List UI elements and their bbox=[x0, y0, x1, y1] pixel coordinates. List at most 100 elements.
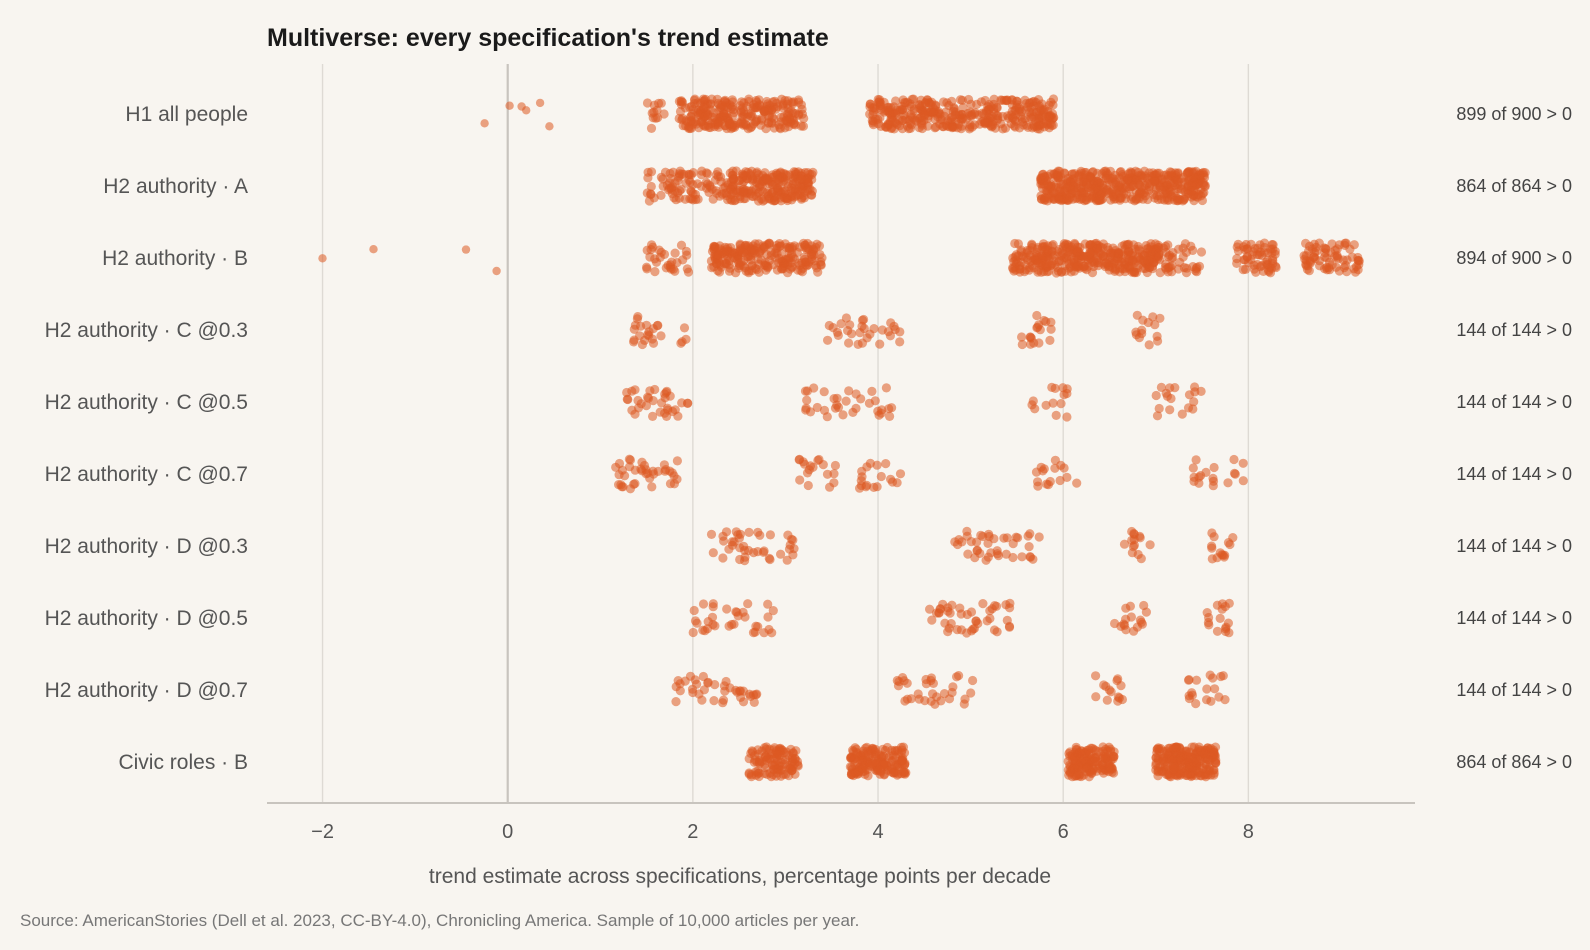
row-annotation: 864 of 864 > 0 bbox=[1456, 176, 1572, 196]
data-point bbox=[814, 241, 825, 251]
data-point bbox=[1218, 671, 1228, 681]
data-point bbox=[1104, 767, 1114, 777]
data-point bbox=[1131, 166, 1141, 176]
data-point bbox=[1099, 680, 1109, 690]
data-point bbox=[754, 248, 765, 258]
data-point bbox=[645, 386, 655, 396]
data-point bbox=[1037, 183, 1048, 193]
data-point bbox=[802, 186, 812, 196]
data-point bbox=[881, 459, 891, 469]
data-point bbox=[1102, 695, 1112, 705]
data-point bbox=[1091, 692, 1101, 702]
data-point bbox=[1154, 248, 1164, 258]
data-point bbox=[796, 121, 806, 131]
data-point bbox=[858, 764, 868, 774]
data-point bbox=[1152, 168, 1162, 178]
data-point bbox=[765, 530, 776, 540]
data-point bbox=[1268, 256, 1278, 266]
data-point bbox=[788, 753, 798, 763]
data-point bbox=[642, 98, 653, 108]
data-point bbox=[751, 621, 761, 631]
data-point bbox=[1044, 266, 1054, 276]
data-point bbox=[696, 181, 707, 191]
outlier-point bbox=[545, 122, 554, 131]
data-point bbox=[1043, 480, 1053, 490]
data-point bbox=[1041, 400, 1051, 410]
data-point bbox=[769, 760, 779, 770]
row-label: H2 authority · B bbox=[102, 247, 248, 270]
data-point bbox=[698, 599, 709, 609]
data-point bbox=[1177, 409, 1187, 419]
data-point bbox=[1072, 247, 1083, 257]
outlier-point bbox=[318, 254, 327, 263]
data-point bbox=[1062, 472, 1072, 482]
data-point bbox=[963, 549, 973, 559]
data-point bbox=[772, 768, 782, 778]
data-point bbox=[1026, 333, 1036, 343]
data-point bbox=[759, 195, 770, 205]
row-points bbox=[622, 382, 1206, 422]
data-point bbox=[954, 535, 964, 545]
data-point bbox=[729, 619, 739, 629]
data-point bbox=[947, 687, 957, 698]
data-point bbox=[1202, 695, 1212, 705]
data-point bbox=[1151, 390, 1161, 401]
data-point bbox=[683, 398, 693, 408]
data-point bbox=[646, 123, 657, 133]
data-point bbox=[737, 117, 747, 127]
data-point bbox=[1203, 617, 1213, 628]
data-point bbox=[1091, 671, 1101, 681]
data-point bbox=[651, 257, 662, 267]
data-point bbox=[721, 259, 732, 269]
data-point bbox=[803, 480, 813, 491]
data-point bbox=[914, 123, 924, 133]
data-point bbox=[1133, 241, 1143, 252]
data-point bbox=[1259, 238, 1270, 248]
data-point bbox=[743, 599, 753, 609]
data-point bbox=[1176, 185, 1186, 195]
data-point bbox=[891, 96, 901, 106]
data-point bbox=[719, 110, 729, 120]
data-point bbox=[1184, 691, 1194, 701]
data-point bbox=[1220, 601, 1230, 612]
data-point bbox=[829, 478, 839, 488]
data-point bbox=[823, 335, 833, 345]
data-point bbox=[1207, 528, 1217, 538]
data-point bbox=[983, 538, 993, 549]
data-point bbox=[708, 599, 718, 609]
data-point bbox=[895, 327, 905, 337]
outlier-point bbox=[480, 119, 489, 128]
data-point bbox=[1038, 170, 1048, 180]
data-point bbox=[614, 470, 624, 480]
data-point bbox=[1208, 481, 1218, 491]
data-point bbox=[1017, 552, 1027, 562]
data-point bbox=[906, 101, 916, 112]
data-point bbox=[990, 601, 1000, 611]
data-point bbox=[889, 321, 899, 331]
data-point bbox=[1070, 238, 1080, 249]
data-point bbox=[731, 607, 741, 617]
data-point bbox=[1129, 529, 1139, 540]
data-point bbox=[1165, 179, 1175, 189]
data-point bbox=[689, 95, 700, 105]
data-point bbox=[1191, 757, 1201, 767]
data-point bbox=[1082, 178, 1092, 189]
data-point bbox=[782, 116, 793, 127]
data-point bbox=[630, 409, 640, 419]
data-point bbox=[802, 395, 812, 405]
data-point bbox=[878, 744, 888, 755]
data-point bbox=[927, 615, 937, 625]
data-point bbox=[952, 625, 962, 635]
data-point bbox=[1183, 180, 1193, 190]
data-point bbox=[958, 114, 968, 124]
data-point bbox=[1033, 258, 1043, 268]
data-point bbox=[651, 113, 661, 123]
data-point bbox=[1108, 754, 1118, 764]
data-point bbox=[881, 383, 892, 393]
data-point bbox=[1334, 240, 1344, 250]
data-point bbox=[1108, 173, 1118, 183]
row-annotation: 864 of 864 > 0 bbox=[1456, 752, 1572, 772]
data-point bbox=[647, 482, 657, 492]
data-point bbox=[868, 110, 878, 120]
data-point bbox=[1067, 750, 1077, 760]
